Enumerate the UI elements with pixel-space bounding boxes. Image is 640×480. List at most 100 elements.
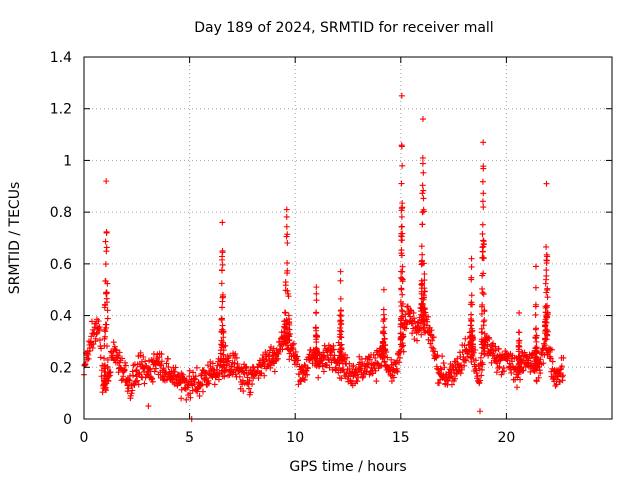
data-point xyxy=(479,198,486,205)
data-point xyxy=(103,228,110,235)
data-point xyxy=(394,368,401,375)
data-point xyxy=(140,353,147,360)
data-point xyxy=(286,326,293,333)
data-point xyxy=(172,364,179,371)
data-point xyxy=(138,358,145,365)
data-point xyxy=(284,259,291,266)
data-point xyxy=(480,291,487,298)
data-point xyxy=(398,180,405,187)
data-point xyxy=(420,187,427,194)
data-point xyxy=(543,289,550,296)
data-point xyxy=(532,311,539,318)
data-point xyxy=(338,341,345,348)
data-point xyxy=(205,380,212,387)
data-point xyxy=(397,334,404,341)
data-point xyxy=(133,367,140,374)
data-point xyxy=(445,377,452,384)
data-point xyxy=(380,311,387,318)
data-point xyxy=(461,362,468,369)
data-point xyxy=(219,298,226,305)
data-point xyxy=(220,339,227,346)
data-point xyxy=(290,340,297,347)
data-point xyxy=(469,345,476,352)
data-point xyxy=(97,354,104,361)
data-point xyxy=(313,334,320,341)
data-point xyxy=(552,382,559,389)
data-point xyxy=(296,371,303,378)
data-point xyxy=(388,356,395,363)
data-point xyxy=(104,315,111,322)
data-point xyxy=(398,213,405,220)
plot-frame xyxy=(83,56,613,420)
data-point xyxy=(535,374,542,381)
data-point xyxy=(116,349,123,356)
data-point xyxy=(372,355,379,362)
x-tick-label: 15 xyxy=(392,430,410,446)
data-point xyxy=(126,372,133,379)
data-point xyxy=(193,364,200,371)
data-point xyxy=(486,335,493,342)
data-point xyxy=(473,370,480,377)
data-point xyxy=(186,367,193,374)
data-point xyxy=(283,206,290,213)
data-point xyxy=(381,315,388,322)
data-point xyxy=(469,337,476,344)
data-point xyxy=(398,205,405,212)
data-point xyxy=(537,370,544,377)
data-point xyxy=(85,355,92,362)
data-point xyxy=(543,243,550,250)
data-point xyxy=(96,337,103,344)
data-point xyxy=(190,369,197,376)
data-point xyxy=(326,364,333,371)
data-point xyxy=(454,355,461,362)
data-point xyxy=(419,301,426,308)
data-point xyxy=(337,268,344,275)
data-point xyxy=(407,313,414,320)
data-point xyxy=(279,346,286,353)
data-point xyxy=(217,356,224,363)
data-point xyxy=(239,381,246,388)
data-point xyxy=(463,357,470,364)
data-point xyxy=(398,250,405,257)
data-point xyxy=(380,306,387,313)
data-point xyxy=(102,277,109,284)
data-point xyxy=(323,361,330,368)
data-point xyxy=(399,263,406,270)
data-point xyxy=(398,286,405,293)
grid xyxy=(84,57,612,419)
data-point xyxy=(336,346,343,353)
data-point xyxy=(420,195,427,202)
data-point xyxy=(425,336,432,343)
data-point xyxy=(113,347,120,354)
data-point xyxy=(320,368,327,375)
data-point xyxy=(532,284,539,291)
data-point xyxy=(480,240,487,247)
data-point xyxy=(381,324,388,331)
y-tick-label: 1 xyxy=(63,153,72,169)
data-point xyxy=(338,334,345,341)
y-tick-label: 0 xyxy=(63,412,72,428)
data-point xyxy=(338,375,345,382)
data-point xyxy=(330,346,337,353)
data-point xyxy=(438,366,445,373)
data-point xyxy=(122,359,129,366)
data-point xyxy=(384,354,391,361)
data-point xyxy=(295,381,302,388)
data-point xyxy=(98,373,105,380)
data-point xyxy=(301,361,308,368)
data-point xyxy=(420,169,427,176)
data-point xyxy=(421,285,428,292)
data-point xyxy=(101,372,108,379)
x-tick-label: 20 xyxy=(497,430,515,446)
data-point xyxy=(436,380,443,387)
data-point xyxy=(532,263,539,270)
data-point xyxy=(103,289,110,296)
data-point xyxy=(192,373,199,380)
data-point xyxy=(479,289,486,296)
data-point xyxy=(400,348,407,355)
data-point xyxy=(198,372,205,379)
data-point xyxy=(363,368,370,375)
data-point xyxy=(161,376,168,383)
data-point xyxy=(160,365,167,372)
